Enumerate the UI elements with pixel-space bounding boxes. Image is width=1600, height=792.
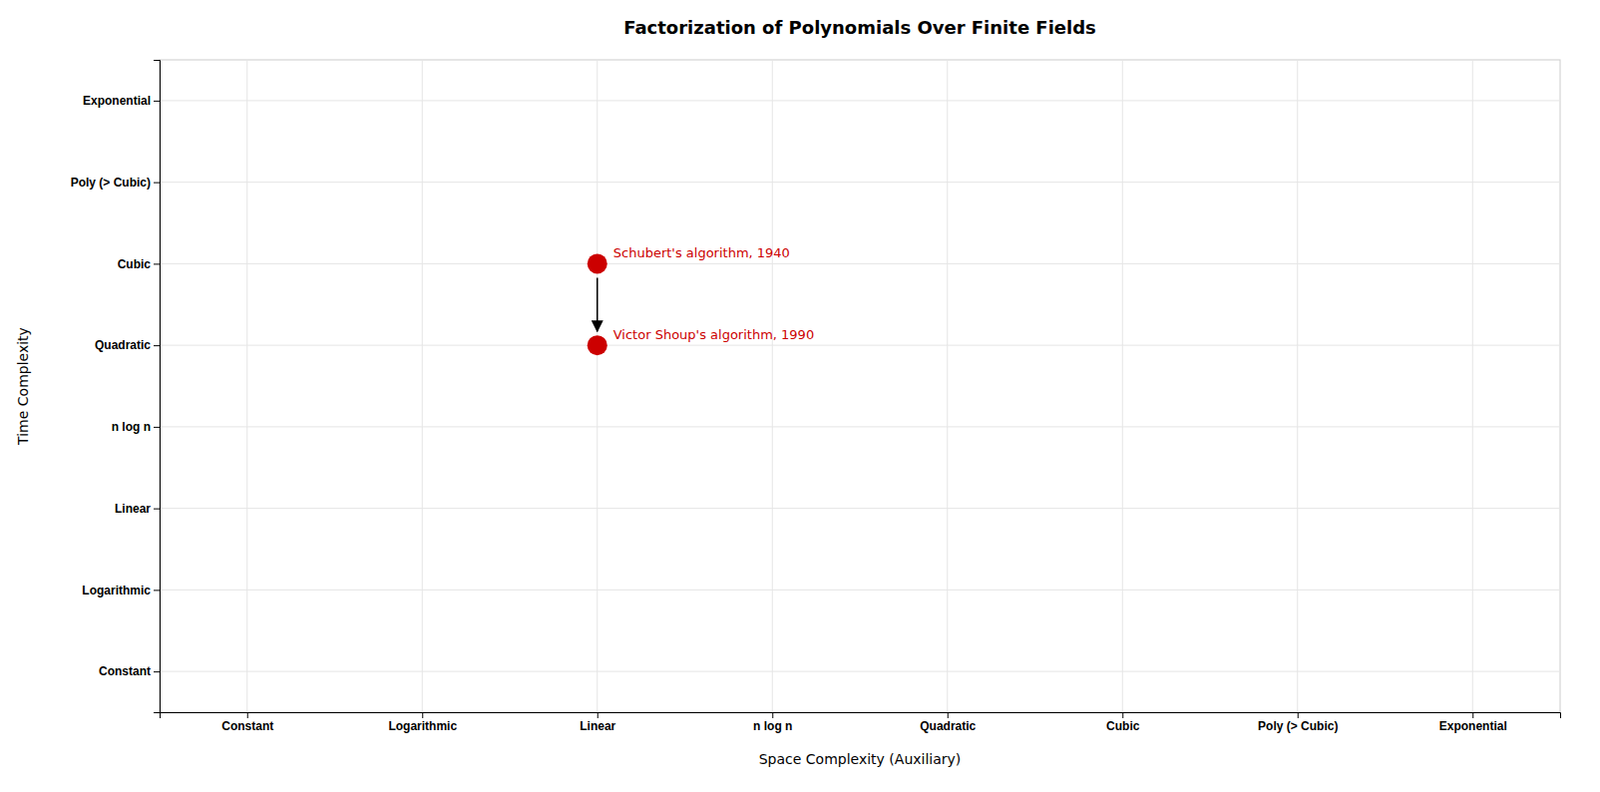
point-labels: Schubert's algorithm, 1940 Victor Shoup's… bbox=[613, 245, 814, 343]
y-tick-mark bbox=[153, 426, 160, 428]
y-tick: Quadratic bbox=[94, 338, 160, 353]
grid-line-y bbox=[159, 425, 1561, 427]
x-tick-label: Quadratic bbox=[919, 719, 976, 734]
grid-line-y bbox=[159, 99, 1561, 101]
y-tick-label: Linear bbox=[114, 501, 151, 516]
y-tick: Logarithmic bbox=[81, 583, 160, 598]
point bbox=[587, 253, 608, 274]
y-axis-title: Time Complexity bbox=[14, 327, 31, 446]
x-axis-title: Space Complexity (Auxiliary) bbox=[759, 751, 962, 768]
y-tick: Poly (> Cubic) bbox=[70, 175, 160, 190]
y-tick-label: Constant bbox=[98, 664, 151, 679]
grid-line-y bbox=[159, 263, 1561, 265]
y-tick-label: Quadratic bbox=[94, 338, 151, 353]
x-tick-mark bbox=[421, 712, 423, 719]
grid-line-y bbox=[159, 671, 1561, 673]
x-tick: n log n bbox=[753, 712, 793, 734]
x-tick-mark bbox=[247, 712, 249, 719]
x-tick-mark bbox=[1122, 712, 1124, 719]
marks bbox=[587, 253, 608, 356]
grid-line-y bbox=[159, 345, 1561, 347]
arrow bbox=[596, 277, 599, 332]
x-tick-label: Logarithmic bbox=[388, 719, 457, 734]
grid-line-x bbox=[421, 59, 423, 713]
title: Factorization of Polynomials Over Finite… bbox=[623, 16, 1097, 38]
x-tick-label: Poly (> Cubic) bbox=[1257, 719, 1338, 734]
y-tick-mark bbox=[153, 345, 160, 347]
x-tick-mark bbox=[1297, 712, 1299, 719]
x-tick-mark bbox=[597, 712, 599, 719]
x-tick-mark bbox=[947, 712, 949, 719]
grid-line-x bbox=[1122, 59, 1124, 713]
grid-line-x bbox=[246, 59, 248, 713]
plot: Constant Logarithmic Linear n log n Quadrati… bbox=[70, 59, 1562, 734]
x-tick: Exponential bbox=[1439, 712, 1508, 734]
x-tick: Logarithmic bbox=[388, 712, 457, 734]
grid-line-x bbox=[1296, 59, 1298, 713]
y-tick-mark bbox=[153, 182, 160, 184]
x-tick: Linear bbox=[579, 712, 616, 734]
x-tick-mark bbox=[772, 712, 774, 719]
chart: Constant Logarithmic Linear n log n Quadrati… bbox=[0, 0, 1600, 792]
point-label: Schubert's algorithm, 1940 bbox=[613, 245, 791, 261]
plot-frame bbox=[159, 59, 1561, 713]
y-tick-mark bbox=[153, 100, 160, 102]
x-tick: Poly (> Cubic) bbox=[1257, 712, 1338, 734]
x-axis-line bbox=[160, 713, 1562, 720]
y-tick: Cubic bbox=[117, 257, 160, 272]
grid-line-x bbox=[596, 59, 598, 713]
y-tick-mark bbox=[153, 508, 160, 510]
y-axis: Constant Logarithmic Linear n log n Quadrati… bbox=[70, 60, 161, 714]
y-tick-label: Exponential bbox=[82, 93, 151, 108]
grid-line-x bbox=[946, 59, 948, 713]
x-axis: Constant Logarithmic Linear n log n Quadrati… bbox=[160, 712, 1562, 734]
point bbox=[587, 335, 608, 356]
grid-line-y bbox=[159, 507, 1561, 509]
x-tick: Constant bbox=[221, 712, 274, 734]
grid-line-x bbox=[1472, 59, 1474, 713]
x-tick-label: Constant bbox=[221, 719, 274, 734]
x-tick-label: Linear bbox=[579, 719, 616, 734]
x-tick-label: Exponential bbox=[1439, 719, 1508, 734]
x-tick-label: Cubic bbox=[1106, 719, 1141, 734]
y-tick-mark bbox=[153, 589, 160, 591]
y-tick: Constant bbox=[98, 664, 160, 679]
x-tick: Quadratic bbox=[919, 712, 976, 734]
y-tick: Linear bbox=[114, 501, 160, 516]
x-tick: Cubic bbox=[1106, 712, 1141, 734]
grid-line-y bbox=[159, 589, 1561, 591]
y-tick-label: Logarithmic bbox=[81, 583, 151, 598]
y-tick-label: Poly (> Cubic) bbox=[70, 175, 151, 190]
y-tick-label: Cubic bbox=[117, 257, 152, 272]
x-tick-label: n log n bbox=[753, 719, 793, 734]
point-label: Victor Shoup's algorithm, 1990 bbox=[613, 327, 814, 343]
y-axis-line bbox=[153, 60, 161, 714]
grid-line-x bbox=[772, 59, 774, 713]
grid bbox=[159, 59, 1561, 713]
y-tick-label: n log n bbox=[111, 419, 151, 434]
y-tick-mark bbox=[153, 671, 160, 673]
y-tick: Exponential bbox=[82, 93, 160, 108]
y-tick: n log n bbox=[111, 419, 160, 434]
grid-line-y bbox=[159, 181, 1561, 183]
y-tick-mark bbox=[153, 263, 160, 265]
x-tick-mark bbox=[1472, 712, 1474, 719]
